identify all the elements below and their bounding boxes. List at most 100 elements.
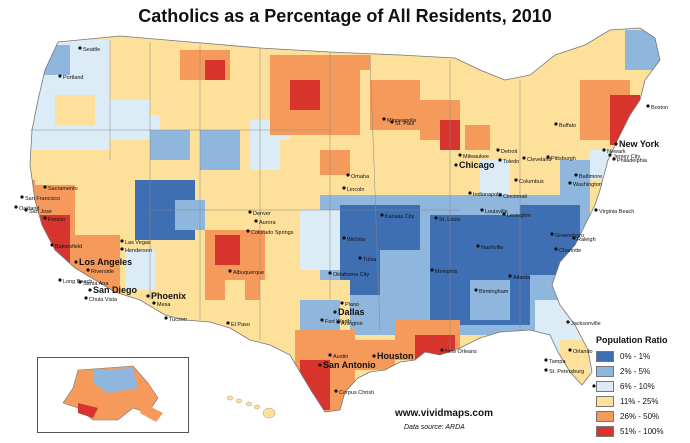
city-dot [380,213,384,217]
city-dot [468,191,472,195]
legend-title: Population Ratio [596,335,668,345]
city-label: Buffalo [559,123,576,129]
city-label: Wichita [347,237,366,243]
city-dot [342,236,346,240]
city-marker: Plano [340,301,359,308]
city-label: San Diego [93,285,138,295]
city-dot [554,247,558,251]
city-dot [498,193,502,197]
city-dot [14,205,18,209]
city-marker: St. Petersburg [544,368,584,375]
city-marker: Houston [372,351,414,361]
city-dot [88,288,92,292]
city-label: Las Vegas [125,240,151,246]
legend-item: 2% - 5% [596,364,688,378]
city-dot [328,271,332,275]
city-dot [340,301,344,305]
legend-item: 51% - 100% [596,424,688,438]
city-dot [78,46,82,50]
city-label: Phoenix [151,291,186,301]
legend-label: 6% - 10% [620,381,655,391]
city-dot [346,173,350,177]
city-label: Denver [253,211,271,217]
city-marker: Cleveland [522,156,551,163]
city-marker: Oklahoma City [328,271,369,278]
city-marker: Cincinnati [498,193,527,200]
city-label: Tampa [549,359,566,365]
city-dot [246,229,250,233]
legend-item: 26% - 50% [596,409,688,423]
city-dot [440,348,444,352]
legend-swatch [596,425,614,437]
map-title: Catholics as a Percentage of All Residen… [138,6,552,26]
city-marker: Tampa [544,358,566,365]
city-dot [544,368,548,372]
city-dot [20,195,24,199]
city-label: Oakland [19,206,40,212]
city-marker: San Diego [88,285,138,295]
city-marker: Los Angeles [74,257,132,267]
city-label: Atlanta [513,275,531,281]
city-dot [336,320,340,324]
city-marker: Charlotte [554,247,581,254]
city-dot [120,247,124,251]
city-dot [248,210,252,214]
city-dot [24,208,28,212]
city-marker: Riverside [86,268,114,275]
city-label: Chicago [459,160,495,170]
credit-text: www.vividmaps.com [395,408,493,419]
city-label: Sacramento [48,186,78,192]
city-label: Colorado Springs [251,230,294,236]
city-marker: New York [614,139,660,149]
city-label: Jersey City [613,154,640,160]
city-label: Milwaukee [463,154,489,160]
legend-swatch [596,395,614,407]
legend-swatch [596,365,614,377]
city-label: Pittsburgh [551,156,576,162]
city-label: Omaha [351,174,370,180]
city-label: Memphis [435,269,458,275]
legend-label: 2% - 5% [620,366,651,376]
city-dot [254,219,258,223]
city-marker: Phoenix [146,291,186,301]
city-marker: Columbus [514,178,544,185]
city-label: Baltimore [579,174,602,180]
city-dot [146,294,150,298]
city-dot [58,74,62,78]
city-marker: New Orleans [440,348,477,355]
city-marker: Dallas [333,307,365,317]
city-label: New Orleans [445,349,477,355]
city-dot [430,268,434,272]
city-label: Albuquerque [233,270,264,276]
city-label: Plano [345,302,359,308]
city-marker: Omaha [346,173,370,180]
city-dot [476,244,480,248]
city-label: Columbus [519,179,544,185]
city-marker: Orlando [568,348,593,355]
city-dot [544,358,548,362]
city-label: Fresno [48,217,65,223]
city-label: Jacksonville [571,321,601,327]
city-dot [508,274,512,278]
city-label: Louisville [485,209,508,215]
city-marker: Minneapolis [382,117,417,124]
city-marker: Denver [248,210,271,217]
city-marker: El Paso [226,321,250,328]
legend-swatch [596,410,614,422]
city-marker: Aurora [254,219,276,226]
city-marker: St. Louis [434,216,461,223]
city-dot [78,280,82,284]
city-label: Arlington [341,321,363,327]
city-label: Greensboro [555,233,584,239]
city-marker: Lincoln [342,186,364,193]
city-dot [84,296,88,300]
city-dot [554,122,558,126]
legend-item: 0% - 1% [596,349,688,363]
city-label: Minneapolis [387,118,417,124]
city-marker: Buffalo [554,122,576,129]
city-dot [502,212,506,216]
city-dot [514,178,518,182]
city-marker: Birmingham [474,288,509,295]
city-label: Boston [651,105,668,111]
